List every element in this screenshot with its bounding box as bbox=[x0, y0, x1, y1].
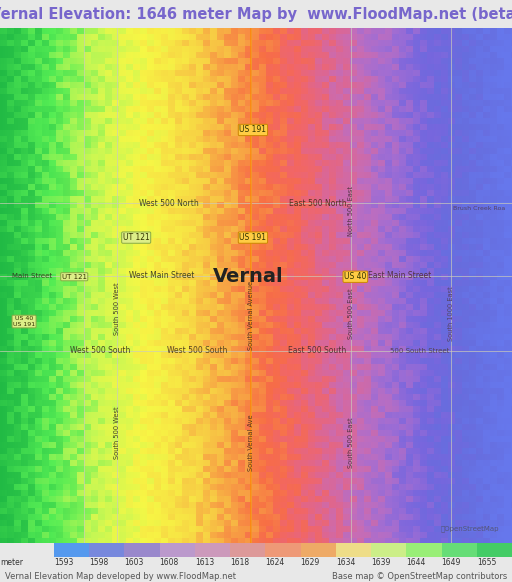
Text: South 1000 East: South 1000 East bbox=[447, 286, 454, 341]
Text: 1634: 1634 bbox=[336, 558, 355, 566]
Bar bbox=[371, 543, 406, 557]
Text: 1624: 1624 bbox=[265, 558, 285, 566]
Text: 1613: 1613 bbox=[195, 558, 214, 566]
Bar bbox=[441, 543, 477, 557]
Bar bbox=[195, 543, 230, 557]
Text: 1629: 1629 bbox=[301, 558, 320, 566]
Text: 1639: 1639 bbox=[371, 558, 390, 566]
Text: meter: meter bbox=[0, 558, 23, 566]
Text: UT 121: UT 121 bbox=[123, 233, 150, 242]
Text: 1608: 1608 bbox=[160, 558, 179, 566]
Text: West 500 South: West 500 South bbox=[167, 346, 227, 356]
Text: US 191: US 191 bbox=[240, 126, 266, 134]
Text: South 500 East: South 500 East bbox=[348, 289, 354, 339]
Text: US 40
US 191: US 40 US 191 bbox=[13, 316, 35, 327]
Text: South 500 West: South 500 West bbox=[114, 282, 120, 335]
Bar bbox=[89, 543, 124, 557]
Bar bbox=[230, 543, 265, 557]
Text: South Vernal Avenue: South Vernal Avenue bbox=[248, 281, 254, 350]
Text: South 500 East: South 500 East bbox=[348, 417, 354, 468]
Text: Brush Creek Roa: Brush Creek Roa bbox=[453, 206, 505, 211]
Text: UT 121: UT 121 bbox=[62, 274, 87, 280]
Text: ⓂOpenStreetMap: ⓂOpenStreetMap bbox=[441, 525, 499, 532]
Text: West Main Street: West Main Street bbox=[129, 271, 194, 280]
Text: 1618: 1618 bbox=[230, 558, 249, 566]
Bar bbox=[160, 543, 195, 557]
Text: Base map © OpenStreetMap contributors: Base map © OpenStreetMap contributors bbox=[332, 572, 507, 581]
Bar bbox=[54, 543, 89, 557]
Text: US 191: US 191 bbox=[240, 233, 266, 242]
Bar bbox=[124, 543, 160, 557]
Bar bbox=[336, 543, 371, 557]
Text: US 40: US 40 bbox=[344, 272, 367, 281]
Bar bbox=[406, 543, 441, 557]
Text: 1598: 1598 bbox=[89, 558, 108, 566]
Text: East 500 South: East 500 South bbox=[288, 346, 347, 356]
Text: North 500 East: North 500 East bbox=[348, 186, 354, 236]
Text: 1649: 1649 bbox=[441, 558, 461, 566]
Text: 1603: 1603 bbox=[124, 558, 144, 566]
Bar bbox=[477, 543, 512, 557]
Text: Vernal Elevation Map developed by www.FloodMap.net: Vernal Elevation Map developed by www.Fl… bbox=[5, 572, 236, 581]
Text: Vernal: Vernal bbox=[213, 267, 284, 286]
Text: 1593: 1593 bbox=[54, 558, 73, 566]
Text: Main Street: Main Street bbox=[12, 273, 52, 279]
Text: 1655: 1655 bbox=[477, 558, 496, 566]
Text: 500 South Street: 500 South Street bbox=[390, 348, 450, 354]
Text: West 500 South: West 500 South bbox=[70, 346, 130, 356]
Text: East 500 North: East 500 North bbox=[289, 198, 346, 208]
Bar bbox=[265, 543, 301, 557]
Bar bbox=[301, 543, 336, 557]
Text: East Main Street: East Main Street bbox=[368, 271, 431, 280]
Text: West 500 North: West 500 North bbox=[139, 198, 199, 208]
Text: Vernal Elevation: 1646 meter Map by  www.FloodMap.net (beta): Vernal Elevation: 1646 meter Map by www.… bbox=[0, 6, 512, 22]
Text: South 500 West: South 500 West bbox=[114, 406, 120, 459]
Text: South Vernal Ave: South Vernal Ave bbox=[248, 414, 254, 471]
Text: 1644: 1644 bbox=[406, 558, 425, 566]
